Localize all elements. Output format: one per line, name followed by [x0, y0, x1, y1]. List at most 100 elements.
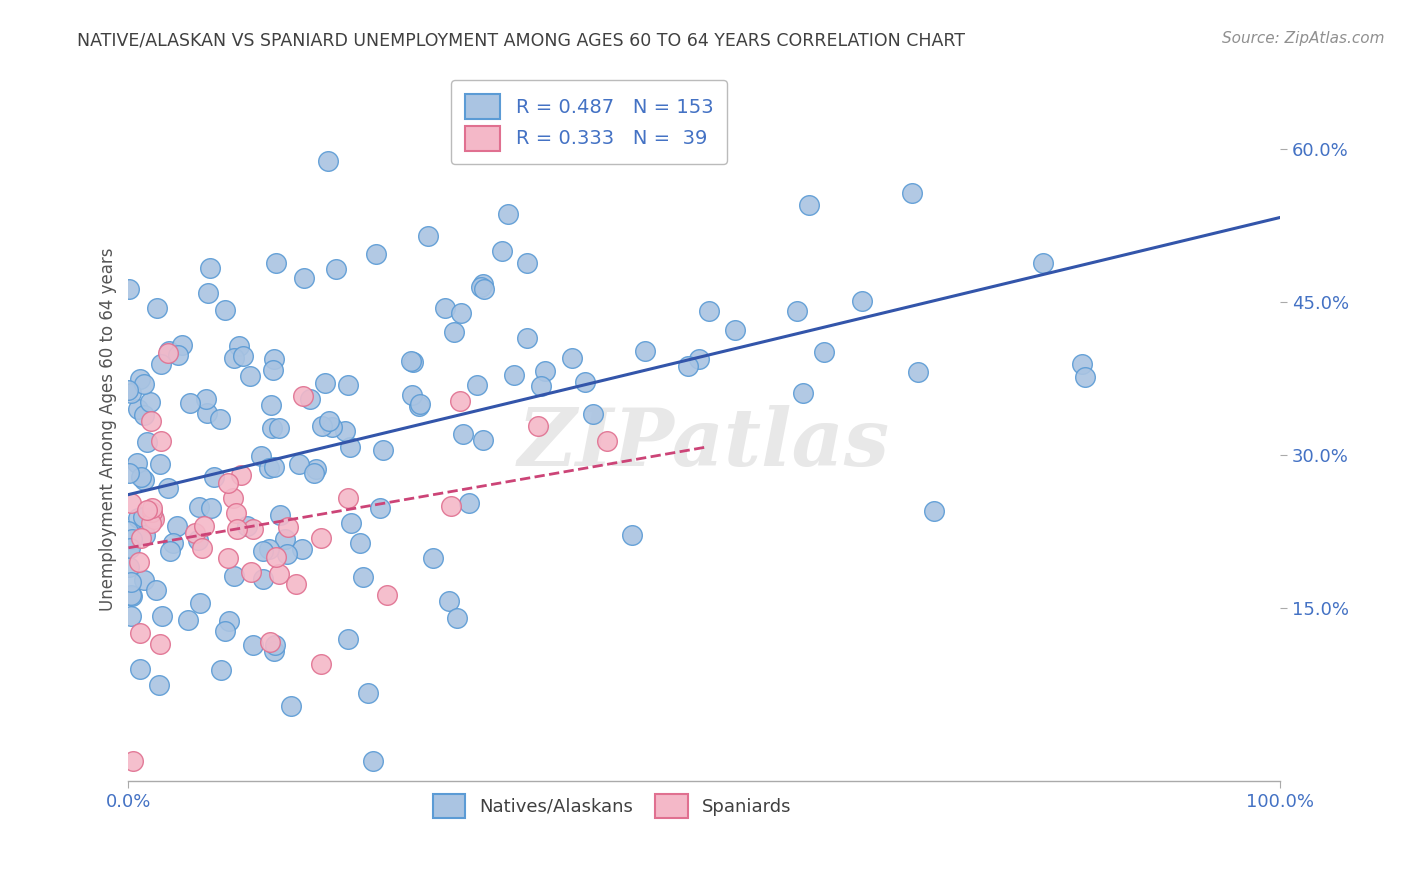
Point — [239, 368, 262, 383]
Text: Source: ZipAtlas.com: Source: ZipAtlas.com — [1222, 31, 1385, 46]
Point — [134, 528, 156, 542]
Point — [134, 573, 156, 587]
Point — [311, 419, 333, 434]
Point — [129, 626, 152, 640]
Point — [596, 434, 619, 448]
Point — [228, 339, 250, 353]
Point — [337, 632, 360, 646]
Point — [401, 388, 423, 402]
Point — [267, 567, 290, 582]
Point — [851, 293, 873, 308]
Point — [139, 414, 162, 428]
Point — [129, 372, 152, 386]
Point — [305, 462, 328, 476]
Point — [451, 427, 474, 442]
Point — [349, 535, 371, 549]
Point — [170, 338, 193, 352]
Point — [121, 532, 143, 546]
Point — [135, 434, 157, 449]
Point — [226, 523, 249, 537]
Point — [128, 555, 150, 569]
Point — [361, 754, 384, 768]
Point — [177, 613, 200, 627]
Point — [1070, 357, 1092, 371]
Point — [291, 541, 314, 556]
Point — [287, 457, 309, 471]
Point — [138, 395, 160, 409]
Point — [458, 496, 481, 510]
Point — [127, 511, 149, 525]
Point — [336, 491, 359, 505]
Point — [422, 551, 444, 566]
Point — [316, 154, 339, 169]
Point — [284, 577, 307, 591]
Point — [440, 500, 463, 514]
Point — [561, 351, 583, 365]
Point — [136, 502, 159, 516]
Point — [146, 301, 169, 316]
Point — [141, 505, 163, 519]
Point — [217, 475, 239, 490]
Point — [434, 301, 457, 316]
Point — [120, 588, 142, 602]
Point — [813, 345, 835, 359]
Point — [375, 588, 398, 602]
Point — [574, 375, 596, 389]
Point — [292, 389, 315, 403]
Point — [368, 501, 391, 516]
Point — [209, 411, 232, 425]
Point — [314, 376, 336, 391]
Point — [724, 323, 747, 337]
Point — [128, 662, 150, 676]
Point — [907, 365, 929, 379]
Point — [534, 364, 557, 378]
Point — [179, 395, 201, 409]
Legend: Natives/Alaskans, Spaniards: Natives/Alaskans, Spaniards — [426, 787, 799, 825]
Point — [922, 504, 945, 518]
Point — [1074, 370, 1097, 384]
Point — [336, 377, 359, 392]
Point — [335, 424, 357, 438]
Point — [202, 470, 225, 484]
Point — [408, 399, 430, 413]
Point — [516, 256, 538, 270]
Point — [167, 348, 190, 362]
Point — [118, 541, 141, 555]
Point — [252, 544, 274, 558]
Point — [198, 261, 221, 276]
Point — [260, 421, 283, 435]
Point — [224, 569, 246, 583]
Point — [225, 506, 247, 520]
Point — [697, 304, 720, 318]
Point — [150, 609, 173, 624]
Point — [633, 343, 655, 358]
Point — [302, 466, 325, 480]
Point — [222, 491, 245, 506]
Point — [262, 363, 284, 377]
Point — [292, 270, 315, 285]
Point — [309, 531, 332, 545]
Point — [129, 470, 152, 484]
Point — [530, 379, 553, 393]
Point — [117, 384, 139, 398]
Point — [309, 657, 332, 671]
Point — [120, 496, 142, 510]
Point — [269, 508, 291, 522]
Point — [496, 206, 519, 220]
Point — [195, 406, 218, 420]
Point — [260, 398, 283, 412]
Point — [620, 528, 643, 542]
Point — [166, 518, 188, 533]
Point — [232, 350, 254, 364]
Point — [222, 351, 245, 366]
Text: ZIPatlas: ZIPatlas — [519, 405, 890, 482]
Point — [134, 408, 156, 422]
Point — [502, 368, 524, 383]
Point — [117, 524, 139, 538]
Point — [197, 286, 219, 301]
Point — [267, 420, 290, 434]
Point — [1032, 255, 1054, 269]
Point — [416, 229, 439, 244]
Point — [450, 306, 472, 320]
Point — [231, 468, 253, 483]
